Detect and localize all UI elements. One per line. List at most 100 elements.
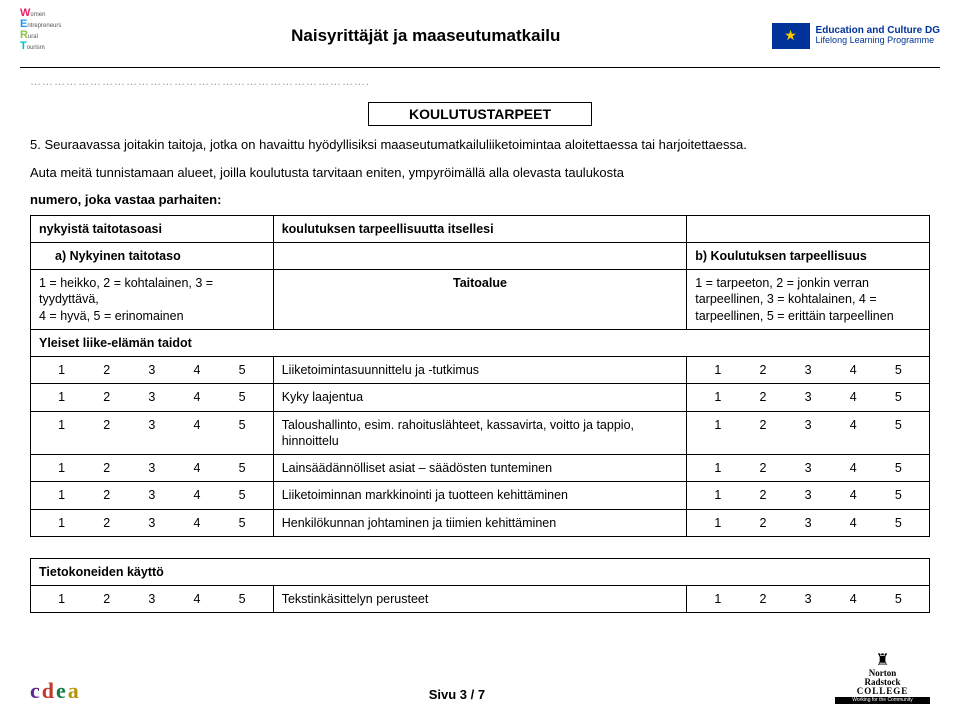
left-scale-cell: 1 2 3 4 5	[31, 357, 274, 384]
left-scale-3[interactable]: 3	[148, 515, 155, 531]
left-scale-3[interactable]: 3	[148, 460, 155, 476]
right-scale-2[interactable]: 2	[759, 362, 766, 378]
right-scale-3[interactable]: 3	[805, 460, 812, 476]
left-scale-4[interactable]: 4	[194, 460, 201, 476]
left-scale-5[interactable]: 5	[239, 487, 246, 503]
page-header: Women Entrepreneurs Rural Tourism Naisyr…	[0, 0, 960, 67]
section-2-head: Tietokoneiden käyttö	[31, 558, 930, 585]
right-scale-4[interactable]: 4	[850, 362, 857, 378]
right-scale-4[interactable]: 4	[850, 591, 857, 607]
col-head-left: nykyistä taitotasoasi	[31, 215, 274, 242]
right-scale-3[interactable]: 3	[805, 487, 812, 503]
left-scale-2[interactable]: 2	[103, 487, 110, 503]
left-scale-1[interactable]: 1	[58, 417, 65, 433]
left-scale-1[interactable]: 1	[58, 389, 65, 405]
left-scale-5[interactable]: 5	[239, 389, 246, 405]
left-scale-1[interactable]: 1	[58, 591, 65, 607]
right-scale-4[interactable]: 4	[850, 389, 857, 405]
right-scale-1[interactable]: 1	[714, 460, 721, 476]
right-scale-1[interactable]: 1	[714, 515, 721, 531]
table-row: 12345Henkilökunnan johtaminen ja tiimien…	[31, 509, 930, 536]
right-scale-cell: 1 2 3 4 5	[687, 411, 930, 455]
left-scale-2[interactable]: 2	[103, 460, 110, 476]
skill-cell: Lainsäädännölliset asiat – säädösten tun…	[273, 455, 687, 482]
right-scale-2[interactable]: 2	[759, 417, 766, 433]
left-scale-4[interactable]: 4	[194, 389, 201, 405]
right-scale-2[interactable]: 2	[759, 460, 766, 476]
table-row: 12345Tekstinkäsittelyn perusteet12345	[31, 586, 930, 613]
left-scale-2[interactable]: 2	[103, 389, 110, 405]
right-scale-2[interactable]: 2	[759, 591, 766, 607]
table-row: 12345Taloushallinto, esim. rahoituslähte…	[31, 411, 930, 455]
left-scale-3[interactable]: 3	[148, 487, 155, 503]
right-scale-1[interactable]: 1	[714, 417, 721, 433]
training-needs-table: nykyistä taitotasoasi koulutuksen tarpee…	[30, 215, 930, 614]
right-scale-1[interactable]: 1	[714, 487, 721, 503]
right-scale-cell: 1 2 3 4 5	[687, 586, 930, 613]
right-scale-2[interactable]: 2	[759, 515, 766, 531]
page-footer: cdea Sivu 3 / 7 ♜ Norton Radstock COLLEG…	[0, 652, 960, 708]
left-scale-5[interactable]: 5	[239, 460, 246, 476]
skill-cell: Liiketoimintasuunnittelu ja -tutkimus	[273, 357, 687, 384]
left-scale-3[interactable]: 3	[148, 591, 155, 607]
right-scale-5[interactable]: 5	[895, 389, 902, 405]
right-scale-4[interactable]: 4	[850, 515, 857, 531]
left-scale-5[interactable]: 5	[239, 362, 246, 378]
right-scale-4[interactable]: 4	[850, 487, 857, 503]
right-scale-3[interactable]: 3	[805, 389, 812, 405]
crest-icon: ♜	[835, 653, 930, 669]
left-scale-3[interactable]: 3	[148, 417, 155, 433]
right-scale-3[interactable]: 3	[805, 417, 812, 433]
left-scale-3[interactable]: 3	[148, 389, 155, 405]
dotted-line: ………………………………………………………………………….	[30, 76, 930, 88]
left-scale-1[interactable]: 1	[58, 460, 65, 476]
right-scale-1[interactable]: 1	[714, 362, 721, 378]
right-scale-1[interactable]: 1	[714, 591, 721, 607]
left-scale-4[interactable]: 4	[194, 487, 201, 503]
right-scale-3[interactable]: 3	[805, 362, 812, 378]
right-scale-5[interactable]: 5	[895, 487, 902, 503]
right-scale-5[interactable]: 5	[895, 460, 902, 476]
right-scale-2[interactable]: 2	[759, 487, 766, 503]
norton-logo: ♜ Norton Radstock COLLEGE Working for th…	[835, 653, 930, 704]
left-scale-1[interactable]: 1	[58, 487, 65, 503]
left-scale-4[interactable]: 4	[194, 515, 201, 531]
right-scale-cell: 1 2 3 4 5	[687, 455, 930, 482]
wert-logo: Women Entrepreneurs Rural Tourism	[20, 8, 80, 63]
subhead-mid	[273, 242, 687, 269]
right-scale-4[interactable]: 4	[850, 417, 857, 433]
intro-paragraph-2: Auta meitä tunnistamaan alueet, joilla k…	[30, 164, 930, 182]
right-scale-5[interactable]: 5	[895, 515, 902, 531]
right-scale-1[interactable]: 1	[714, 389, 721, 405]
right-scale-3[interactable]: 3	[805, 591, 812, 607]
left-scale-3[interactable]: 3	[148, 362, 155, 378]
left-scale-2[interactable]: 2	[103, 591, 110, 607]
left-scale-cell: 1 2 3 4 5	[31, 411, 274, 455]
col-head-mid: koulutuksen tarpeellisuutta itsellesi	[273, 215, 687, 242]
subhead-a: a) Nykyinen taitotaso	[31, 242, 274, 269]
eu-flag-icon: ★	[772, 23, 810, 49]
content-area: …………………………………………………………………………. KOULUTUSTA…	[0, 68, 960, 613]
left-scale-2[interactable]: 2	[103, 417, 110, 433]
right-scale-5[interactable]: 5	[895, 591, 902, 607]
legend-mid: Taitoalue	[273, 270, 687, 330]
left-scale-2[interactable]: 2	[103, 515, 110, 531]
right-scale-3[interactable]: 3	[805, 515, 812, 531]
left-scale-4[interactable]: 4	[194, 417, 201, 433]
left-scale-5[interactable]: 5	[239, 591, 246, 607]
left-scale-5[interactable]: 5	[239, 417, 246, 433]
left-scale-4[interactable]: 4	[194, 362, 201, 378]
eu-logo: ★ Education and Culture DG Lifelong Lear…	[772, 23, 940, 49]
right-scale-cell: 1 2 3 4 5	[687, 384, 930, 411]
left-scale-2[interactable]: 2	[103, 362, 110, 378]
left-scale-5[interactable]: 5	[239, 515, 246, 531]
right-scale-4[interactable]: 4	[850, 460, 857, 476]
right-scale-5[interactable]: 5	[895, 417, 902, 433]
left-scale-4[interactable]: 4	[194, 591, 201, 607]
right-scale-5[interactable]: 5	[895, 362, 902, 378]
intro-paragraph-1: 5. Seuraavassa joitakin taitoja, jotka o…	[30, 136, 930, 154]
left-scale-1[interactable]: 1	[58, 362, 65, 378]
left-scale-1[interactable]: 1	[58, 515, 65, 531]
right-scale-2[interactable]: 2	[759, 389, 766, 405]
legend-right: 1 = tarpeeton, 2 = jonkin verran tarpeel…	[687, 270, 930, 330]
